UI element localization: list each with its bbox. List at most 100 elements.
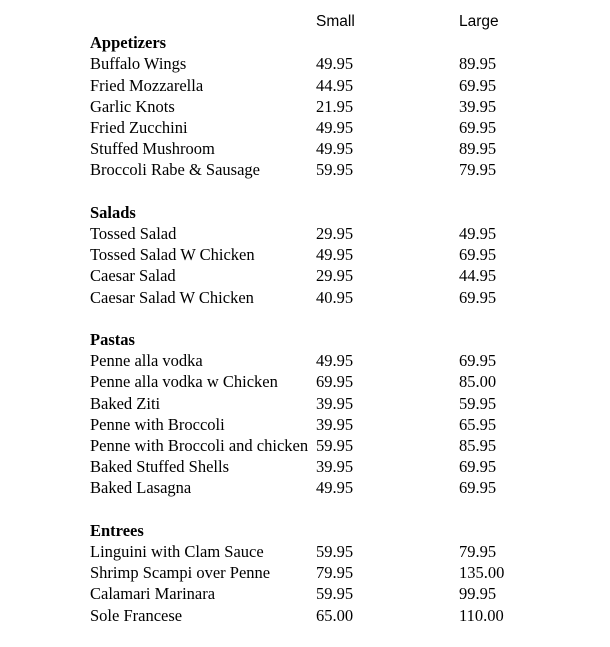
- large-price: 69.95: [459, 75, 497, 95]
- item-name: Baked Ziti: [90, 393, 161, 413]
- item-name: Linguini with Clam Sauce: [90, 542, 264, 562]
- section-heading: Salads: [0, 202, 610, 223]
- large-price: 79.95: [459, 542, 497, 562]
- large-price: 69.95: [459, 245, 497, 265]
- item-name: Buffalo Wings: [90, 54, 187, 74]
- large-price: 44.95: [459, 266, 497, 286]
- small-price: 59.95: [316, 160, 354, 180]
- small-price: 49.95: [316, 118, 354, 138]
- small-price: 49.95: [316, 139, 354, 159]
- menu-item: Penne with Broccoli and chicken 59.95 85.9…: [0, 435, 610, 456]
- section-title: Appetizers: [90, 33, 167, 53]
- item-name: Penne alla vodka w Chicken: [90, 372, 278, 392]
- item-name: Penne alla vodka: [90, 351, 203, 371]
- item-name: Tossed Salad W Chicken: [90, 245, 255, 265]
- small-price: 49.95: [316, 478, 354, 498]
- menu-item: Broccoli Rabe & Sausage 59.95 79.95: [0, 159, 610, 180]
- small-price: 79.95: [316, 563, 354, 583]
- large-price: 85.00: [459, 372, 497, 392]
- small-price: 49.95: [316, 54, 354, 74]
- spacer: [0, 181, 610, 202]
- spacer: [0, 499, 610, 520]
- menu-item: Sole Francese 65.00 110.00: [0, 605, 610, 626]
- large-price: 65.95: [459, 414, 497, 434]
- section-heading: Entrees: [0, 520, 610, 541]
- item-name: Sole Francese: [90, 605, 183, 625]
- small-price: 29.95: [316, 224, 354, 244]
- item-name: Penne with Broccoli and chicken: [90, 436, 309, 456]
- spacer: [0, 308, 610, 329]
- item-name: Fried Zucchini: [90, 118, 188, 138]
- item-name: Stuffed Mushroom: [90, 139, 215, 159]
- menu-item: Garlic Knots 21.95 39.95: [0, 96, 610, 117]
- small-price: 69.95: [316, 372, 354, 392]
- item-name: Baked Lasagna: [90, 478, 192, 498]
- item-name: Caesar Salad W Chicken: [90, 287, 254, 307]
- menu-item: Tossed Salad 29.95 49.95: [0, 223, 610, 244]
- menu-item: Baked Stuffed Shells 39.95 69.95: [0, 456, 610, 477]
- large-header: Large: [459, 13, 499, 30]
- small-price: 39.95: [316, 414, 354, 434]
- item-name: Fried Mozzarella: [90, 75, 204, 95]
- menu-item: Fried Zucchini 49.95 69.95: [0, 117, 610, 138]
- section-title: Entrees: [90, 520, 144, 540]
- item-name: Caesar Salad: [90, 266, 176, 286]
- small-price: 49.95: [316, 245, 354, 265]
- large-price: 89.95: [459, 139, 497, 159]
- menu-item: Calamari Marinara 59.95 99.95: [0, 583, 610, 604]
- small-price: 21.95: [316, 96, 354, 116]
- large-price: 69.95: [459, 287, 497, 307]
- small-header: Small: [316, 13, 355, 30]
- small-price: 49.95: [316, 351, 354, 371]
- large-price: 59.95: [459, 393, 497, 413]
- small-price: 44.95: [316, 75, 354, 95]
- menu-item: Tossed Salad W Chicken 49.95 69.95: [0, 244, 610, 265]
- item-name: Penne with Broccoli: [90, 414, 225, 434]
- small-price: 29.95: [316, 266, 354, 286]
- small-price: 59.95: [316, 584, 354, 604]
- section-heading: Pastas: [0, 329, 610, 350]
- section-heading: Appetizers: [0, 32, 610, 53]
- small-price: 40.95: [316, 287, 354, 307]
- large-price: 79.95: [459, 160, 497, 180]
- menu-item: Penne alla vodka w Chicken 69.95 85.00: [0, 371, 610, 392]
- item-name: Tossed Salad: [90, 224, 177, 244]
- menu-item: Penne with Broccoli 39.95 65.95: [0, 414, 610, 435]
- large-price: 85.95: [459, 436, 497, 456]
- small-price: 59.95: [316, 436, 354, 456]
- large-price: 135.00: [459, 563, 505, 583]
- menu: Small Large Appetizers Buffalo Wings 49.95…: [0, 11, 610, 626]
- large-price: 69.95: [459, 351, 497, 371]
- menu-item: Baked Lasagna 49.95 69.95: [0, 477, 610, 498]
- item-name: Shrimp Scampi over Penne: [90, 563, 271, 583]
- item-name: Calamari Marinara: [90, 584, 216, 604]
- section-title: Pastas: [90, 330, 135, 350]
- column-header: Small Large: [0, 11, 610, 32]
- menu-item: Linguini with Clam Sauce 59.95 79.95: [0, 541, 610, 562]
- menu-item: Caesar Salad W Chicken 40.95 69.95: [0, 287, 610, 308]
- small-price: 39.95: [316, 393, 354, 413]
- large-price: 39.95: [459, 96, 497, 116]
- item-name: Baked Stuffed Shells: [90, 457, 230, 477]
- item-name: Broccoli Rabe & Sausage: [90, 160, 260, 180]
- large-price: 69.95: [459, 457, 497, 477]
- menu-item: Baked Ziti 39.95 59.95: [0, 393, 610, 414]
- large-price: 89.95: [459, 54, 497, 74]
- item-name: Garlic Knots: [90, 96, 175, 116]
- menu-item: Buffalo Wings 49.95 89.95: [0, 53, 610, 74]
- large-price: 69.95: [459, 118, 497, 138]
- menu-item: Stuffed Mushroom 49.95 89.95: [0, 138, 610, 159]
- small-price: 59.95: [316, 542, 354, 562]
- section-title: Salads: [90, 202, 136, 222]
- large-price: 99.95: [459, 584, 497, 604]
- large-price: 69.95: [459, 478, 497, 498]
- large-price: 110.00: [459, 605, 504, 625]
- menu-item: Shrimp Scampi over Penne 79.95 135.00: [0, 562, 610, 583]
- menu-item: Penne alla vodka 49.95 69.95: [0, 350, 610, 371]
- menu-item: Fried Mozzarella 44.95 69.95: [0, 75, 610, 96]
- small-price: 65.00: [316, 605, 354, 625]
- large-price: 49.95: [459, 224, 497, 244]
- small-price: 39.95: [316, 457, 354, 477]
- menu-item: Caesar Salad 29.95 44.95: [0, 265, 610, 286]
